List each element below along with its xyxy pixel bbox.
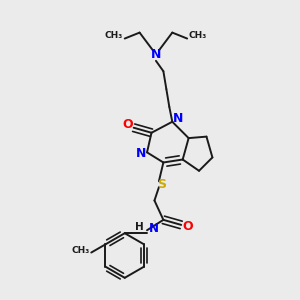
Text: S: S [157,178,166,191]
Text: O: O [182,220,193,233]
Text: N: N [148,222,158,235]
Text: N: N [136,147,146,161]
Text: N: N [172,112,183,125]
Text: N: N [151,48,161,62]
Text: CH₃: CH₃ [189,31,207,40]
Text: H: H [135,222,144,232]
Text: CH₃: CH₃ [71,246,90,255]
Text: O: O [122,118,133,131]
Text: CH₃: CH₃ [105,31,123,40]
